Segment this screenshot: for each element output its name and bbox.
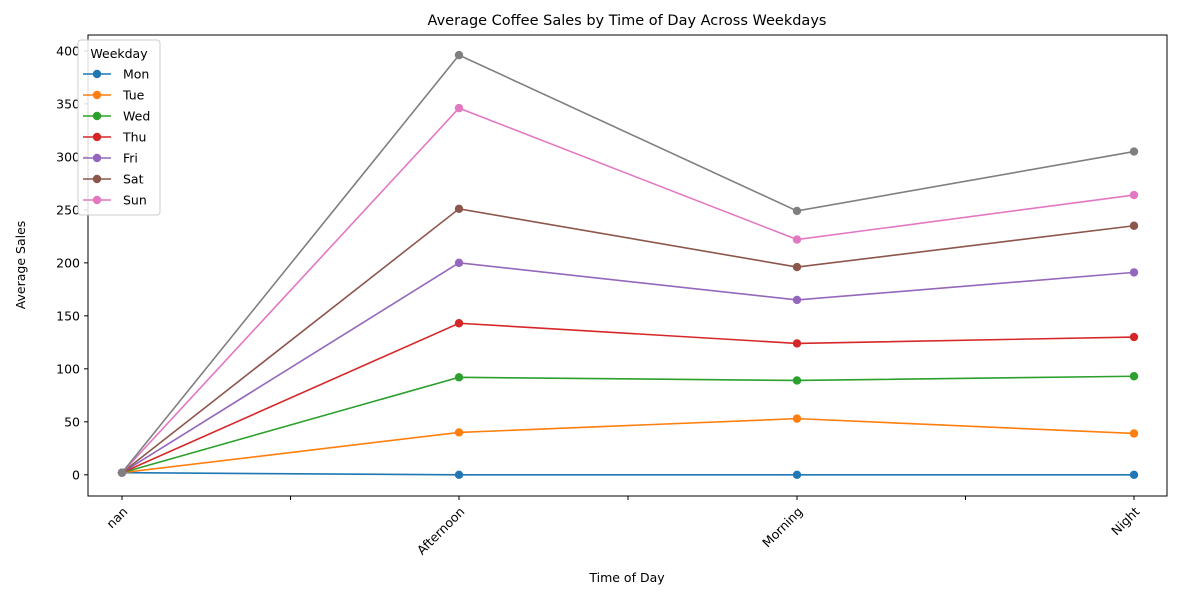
legend-marker <box>92 195 102 205</box>
data-point <box>454 319 464 328</box>
data-point <box>792 414 802 423</box>
x-tick-label: Morning <box>759 504 805 550</box>
legend-marker <box>92 153 102 163</box>
data-point <box>117 468 127 477</box>
series-line <box>121 471 1134 476</box>
series-line <box>121 207 1135 474</box>
y-tick-label: 50 <box>64 414 80 429</box>
series-line <box>121 54 1135 474</box>
x-tick-label: nan <box>103 504 130 531</box>
y-tick-label: 150 <box>56 308 80 323</box>
series-line <box>121 417 1135 474</box>
y-tick-label: 100 <box>56 361 80 376</box>
series-wed <box>117 372 1139 477</box>
data-point <box>792 206 802 216</box>
legend-label: Sun <box>123 193 147 208</box>
data-point <box>1129 147 1139 156</box>
data-point <box>454 103 464 113</box>
plot-area <box>87 34 1168 497</box>
legend-label: Thu <box>122 130 146 145</box>
series-thu <box>117 319 1139 477</box>
series-line <box>121 375 1135 474</box>
data-point <box>792 376 802 385</box>
y-tick-label: 200 <box>56 255 80 270</box>
data-point <box>454 258 464 268</box>
chart-title: Average Coffee Sales by Time of Day Acro… <box>428 13 827 29</box>
legend-entry: Sun <box>83 193 147 208</box>
series-unlabeled <box>117 50 1139 477</box>
data-point <box>454 50 464 60</box>
data-point <box>454 204 464 214</box>
data-point <box>1129 372 1139 381</box>
data-point <box>454 428 464 437</box>
y-tick-label: 250 <box>56 202 80 217</box>
legend-entry: Sat <box>83 172 144 187</box>
data-point <box>1129 429 1139 438</box>
legend: Weekday Mon Tue Wed Thu Fri Sat Sun <box>77 39 161 216</box>
legend-label: Mon <box>123 67 149 82</box>
legend-entry: Mon <box>83 67 149 82</box>
legend-label: Wed <box>123 109 150 124</box>
series-lines <box>117 50 1139 480</box>
series-line <box>121 322 1135 474</box>
y-tick-label: 0 <box>72 467 80 482</box>
x-axis-label: Time of Day <box>588 570 665 585</box>
data-point <box>1129 470 1139 480</box>
legend-entry: Wed <box>83 109 150 124</box>
series-tue <box>117 414 1139 477</box>
series-sat <box>117 204 1139 477</box>
y-tick-label: 300 <box>56 149 80 164</box>
x-axis: nan Afternoon Morning Night <box>103 496 1143 558</box>
y-axis-label: Average Sales <box>13 221 28 310</box>
data-point <box>792 339 802 348</box>
data-point <box>792 262 802 272</box>
legend-box <box>77 39 161 216</box>
legend-marker <box>92 69 102 79</box>
y-axis: 0 50 100 150 200 250 300 350 400 <box>56 43 88 482</box>
legend-marker <box>92 174 102 184</box>
legend-label: Tue <box>122 88 145 103</box>
series-fri <box>117 258 1139 477</box>
legend-label: Fri <box>123 151 138 166</box>
series-line <box>121 107 1135 474</box>
data-point <box>1129 332 1139 342</box>
series-mon <box>117 468 1139 480</box>
data-point <box>792 470 802 480</box>
data-point <box>1129 190 1139 200</box>
y-tick-label: 350 <box>56 96 80 111</box>
data-point <box>792 235 802 244</box>
data-point <box>1129 221 1139 230</box>
data-point <box>792 295 802 305</box>
legend-marker <box>92 132 102 142</box>
data-point <box>454 470 464 480</box>
series-sun <box>117 103 1139 477</box>
legend-entry: Fri <box>83 151 138 166</box>
series-line <box>121 262 1135 474</box>
x-tick-label: Night <box>1108 504 1142 538</box>
legend-entry: Tue <box>83 88 145 103</box>
y-tick-label: 400 <box>56 43 80 58</box>
x-tick-label: Afternoon <box>414 504 468 558</box>
data-point <box>1129 268 1139 277</box>
legend-entry: Thu <box>83 130 146 145</box>
legend-title: Weekday <box>90 46 148 61</box>
legend-marker <box>92 90 102 100</box>
legend-label: Sat <box>123 172 144 187</box>
legend-marker <box>92 111 102 121</box>
data-point <box>454 373 464 382</box>
